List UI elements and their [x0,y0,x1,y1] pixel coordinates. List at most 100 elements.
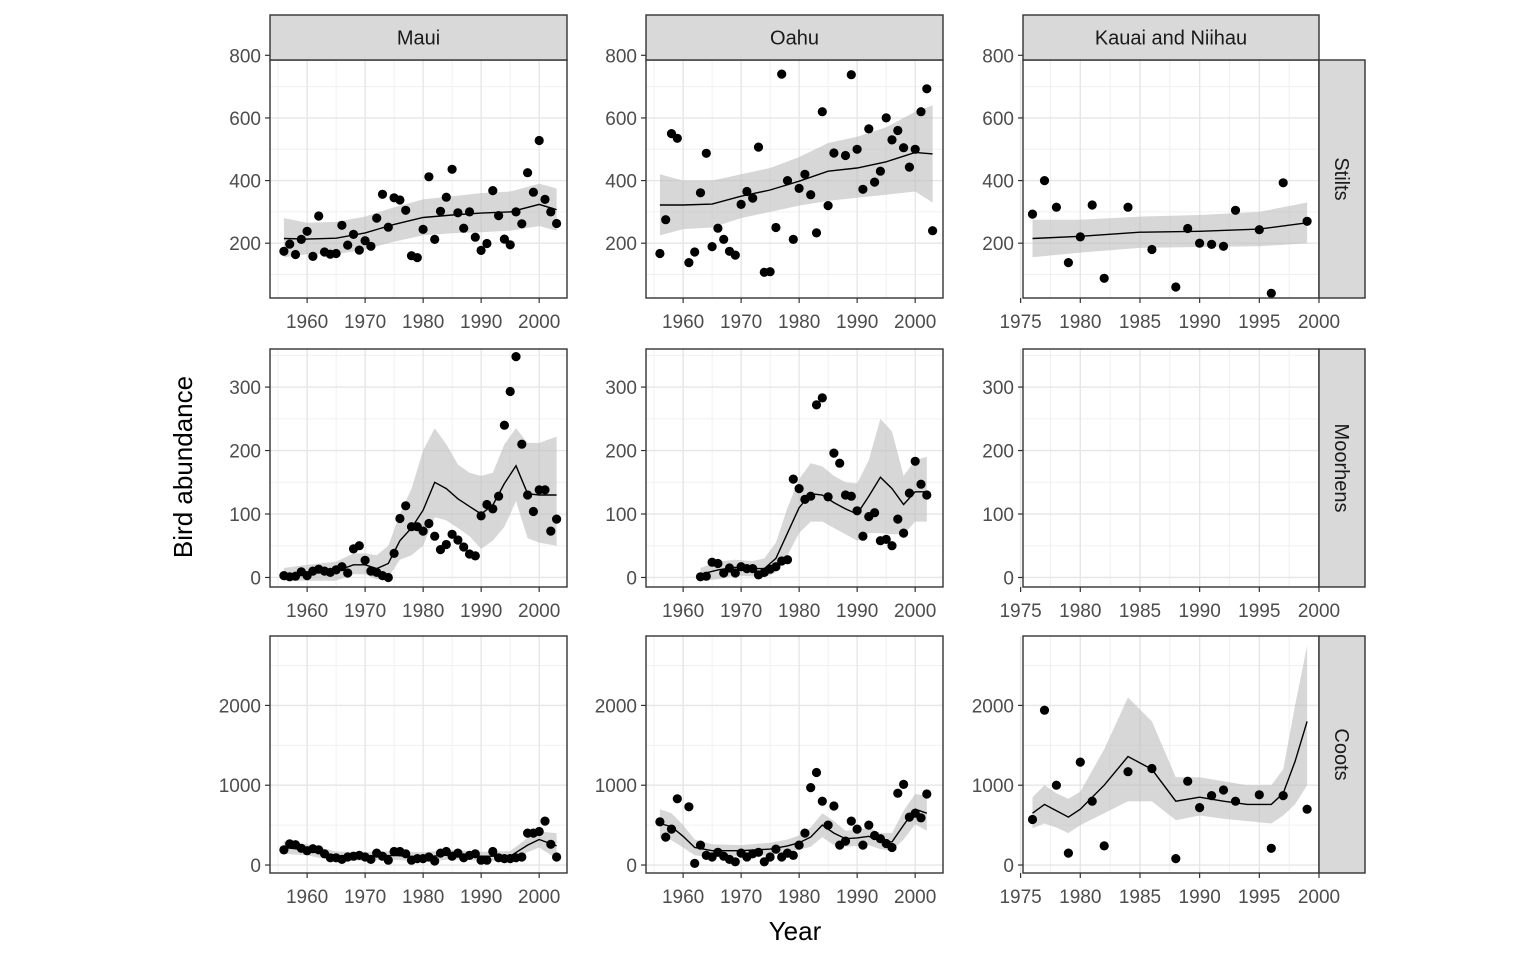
data-point [910,144,920,154]
data-point [661,832,671,842]
data-point [922,789,932,799]
data-point [1207,791,1217,801]
data-point [360,555,370,565]
data-point [666,824,677,834]
y-tick-label: 0 [250,568,261,589]
data-point [494,211,504,221]
x-tick-label: 1960 [286,601,328,622]
panel-data-moorhens-maui [279,352,562,583]
data-point [858,531,868,541]
data-point [788,474,798,484]
x-tick-label: 1990 [836,312,878,333]
data-point [701,148,711,158]
data-point [1171,854,1181,864]
y-axis-title: Bird abundance [168,376,198,558]
data-point [418,526,428,536]
x-tick-label: 1980 [778,887,820,908]
data-point [794,183,804,193]
data-point [823,201,833,211]
y-tick-label: 600 [982,109,1014,130]
data-point [730,857,740,867]
x-tick-label: 1985 [1119,312,1161,333]
x-tick-label: 1970 [720,312,762,333]
x-tick-label: 2000 [1298,312,1340,333]
x-axis-title: Year [769,916,822,946]
x-tick-label: 1975 [999,887,1041,908]
x-tick-label: 1985 [1119,601,1161,622]
data-point [1254,790,1264,800]
data-point [881,534,891,545]
data-point [928,226,938,236]
data-point [540,194,550,204]
data-point [1051,202,1061,212]
data-point [1183,223,1193,234]
panel-coots-maui [269,635,568,874]
data-point [540,485,550,495]
data-point [829,148,839,158]
data-point [817,796,827,806]
data-point [690,247,700,257]
data-point [453,535,463,545]
confidence-band [1032,202,1308,258]
data-point [846,70,856,80]
data-point [794,484,804,494]
panel-moorhens-kauai-and-niihau [1019,348,1320,588]
data-point [899,143,909,153]
x-tick-label: 1980 [778,601,820,622]
confidence-band [659,794,927,857]
x-tick-label: 1970 [344,887,386,908]
data-point [1123,202,1133,212]
data-point [1230,796,1241,806]
data-point [742,186,752,197]
data-point [811,400,822,410]
smooth-line [1032,222,1308,240]
data-point [383,855,393,865]
data-point [552,218,562,229]
data-point [811,767,822,778]
data-point [494,491,504,501]
x-tick-label: 1970 [344,312,386,333]
data-point [893,125,903,136]
data-point [459,542,469,552]
data-point [922,490,932,500]
y-tick-label: 200 [982,234,1014,255]
panel-stilts-maui [269,54,568,299]
data-point [534,826,544,837]
data-point [470,232,480,242]
y-tick-label: 300 [605,378,637,399]
data-point [1302,216,1312,226]
smooth-line [283,464,557,577]
data-point [1171,282,1181,292]
data-point [459,223,469,233]
data-point [401,849,411,859]
confidence-band [283,428,557,581]
data-point [800,169,810,179]
x-tick-label: 1970 [344,601,386,622]
data-point [794,840,804,850]
data-point [1183,776,1193,786]
x-tick-label: 1980 [1059,887,1101,908]
data-point [736,199,746,209]
data-point [1207,239,1217,249]
data-point [447,164,457,174]
y-tick-label: 400 [605,172,637,193]
data-point [1087,796,1097,806]
confidence-band [700,418,927,581]
y-tick-label: 0 [626,568,637,589]
data-point [887,135,897,145]
data-point [695,188,706,198]
data-point [1027,814,1038,825]
data-point [401,501,411,511]
data-point [1075,232,1085,242]
x-tick-label: 1960 [662,601,704,622]
data-point [424,518,434,529]
y-tick-label: 0 [626,856,637,877]
panel-stilts-kauai-and-niihau [1019,54,1320,299]
data-point [690,858,700,869]
x-tick-label: 1980 [1059,601,1101,622]
data-point [424,172,434,182]
data-point [1147,763,1157,774]
data-point [1063,848,1073,858]
data-point [719,234,729,244]
